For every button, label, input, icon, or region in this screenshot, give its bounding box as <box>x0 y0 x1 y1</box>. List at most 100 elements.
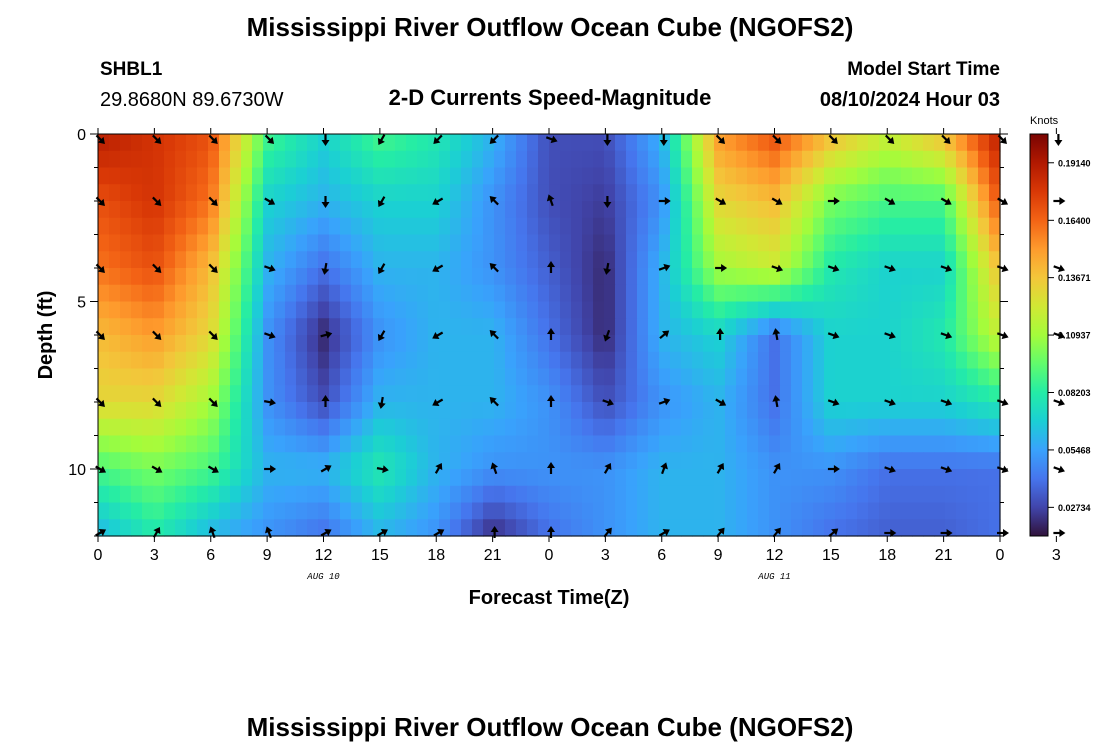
heatmap-cell <box>934 351 946 370</box>
current-arrow <box>827 331 840 340</box>
heatmap-cell <box>395 402 407 420</box>
heatmap-cell <box>439 335 451 353</box>
current-arrow <box>95 134 105 144</box>
heatmap-cell <box>175 418 187 437</box>
heatmap-cell <box>681 502 693 520</box>
heatmap-cell <box>769 301 781 319</box>
heatmap-cell <box>549 402 561 420</box>
heatmap-cell <box>516 402 528 420</box>
heatmap-cell <box>230 134 242 152</box>
heatmap-cell <box>395 284 407 303</box>
heatmap-cell <box>901 385 913 403</box>
colorbar-tick-label: 0.02734 <box>1058 503 1091 513</box>
heatmap-cell <box>274 418 286 437</box>
heatmap-cell <box>340 418 352 437</box>
heatmap-cell <box>527 335 539 353</box>
heatmap-cell <box>417 268 429 286</box>
heatmap-cell <box>758 402 770 420</box>
heatmap-cell <box>857 301 869 319</box>
heatmap-cell <box>98 502 110 520</box>
heatmap-cell <box>989 251 1001 269</box>
heatmap-cell <box>593 268 605 286</box>
heatmap-cell <box>219 318 231 336</box>
heatmap-cell <box>824 234 836 252</box>
heatmap-cell <box>956 234 968 252</box>
heatmap-cell <box>252 251 264 269</box>
heatmap-cell <box>857 435 869 453</box>
heatmap-cell <box>802 234 814 252</box>
heatmap-cell <box>483 402 495 420</box>
heatmap-cell <box>879 284 891 303</box>
heatmap-cell <box>472 469 484 487</box>
heatmap-cell <box>901 502 913 520</box>
heatmap-cell <box>538 485 550 504</box>
footer-title: Mississippi River Outflow Ocean Cube (NG… <box>247 712 854 742</box>
heatmap-cell <box>120 284 132 303</box>
heatmap-cell <box>736 201 748 219</box>
heatmap-cell <box>626 150 638 169</box>
heatmap-cell <box>274 150 286 169</box>
current-arrow <box>264 264 276 273</box>
heatmap-cell <box>142 469 154 487</box>
heatmap-cell <box>758 502 770 520</box>
heatmap-cell <box>956 469 968 487</box>
heatmap-cell <box>604 351 616 370</box>
heatmap-cell <box>571 284 583 303</box>
heatmap-cell <box>538 385 550 403</box>
heatmap-cell <box>175 452 187 470</box>
current-arrow <box>377 196 386 208</box>
current-arrow <box>827 398 840 407</box>
heatmap-cell <box>923 234 935 252</box>
heatmap-cell <box>406 184 418 202</box>
heatmap-cell <box>879 268 891 286</box>
heatmap-cell <box>956 217 968 236</box>
heatmap-cell <box>373 251 385 269</box>
heatmap-cell <box>626 469 638 487</box>
heatmap-cell <box>527 519 539 537</box>
heatmap-cell <box>571 402 583 420</box>
heatmap-cell <box>516 217 528 236</box>
heatmap-cell <box>263 284 275 303</box>
heatmap-cell <box>659 519 671 537</box>
heatmap-cell <box>890 418 902 437</box>
heatmap-cell <box>736 234 748 252</box>
heatmap-cell <box>263 167 275 185</box>
heatmap-cell <box>934 485 946 504</box>
heatmap-cell <box>208 167 220 185</box>
heatmap-cell <box>307 402 319 420</box>
heatmap-cell <box>494 452 506 470</box>
heatmap-cell <box>945 385 957 403</box>
heatmap-cell <box>736 184 748 202</box>
heatmap-cell <box>516 435 528 453</box>
heatmap-cell <box>428 201 440 219</box>
heatmap-cell <box>340 201 352 219</box>
heatmap-cell <box>527 351 539 370</box>
heatmap-cell <box>637 435 649 453</box>
heatmap-cell <box>615 402 627 420</box>
heatmap-cell <box>197 418 209 437</box>
heatmap-cell <box>175 469 187 487</box>
heatmap-cell <box>120 134 132 152</box>
heatmap-cell <box>527 201 539 219</box>
heatmap-cell <box>846 469 858 487</box>
heatmap-cell <box>296 284 308 303</box>
heatmap-cell <box>153 402 165 420</box>
heatmap-cell <box>340 485 352 504</box>
current-arrow <box>95 330 105 340</box>
heatmap-cell <box>461 201 473 219</box>
heatmap-cell <box>703 284 715 303</box>
heatmap-cell <box>483 318 495 336</box>
heatmap-cell <box>901 418 913 437</box>
heatmap-cell <box>604 519 616 537</box>
heatmap-cell <box>714 519 726 537</box>
heatmap-cell <box>912 402 924 420</box>
heatmap-cell <box>450 335 462 353</box>
heatmap-cell <box>395 502 407 520</box>
heatmap-cell <box>439 485 451 504</box>
heatmap-cell <box>934 217 946 236</box>
heatmap-cell <box>956 150 968 169</box>
heatmap-cell <box>384 150 396 169</box>
heatmap-cell <box>956 452 968 470</box>
heatmap-cell <box>340 351 352 370</box>
heatmap-cell <box>318 402 330 420</box>
